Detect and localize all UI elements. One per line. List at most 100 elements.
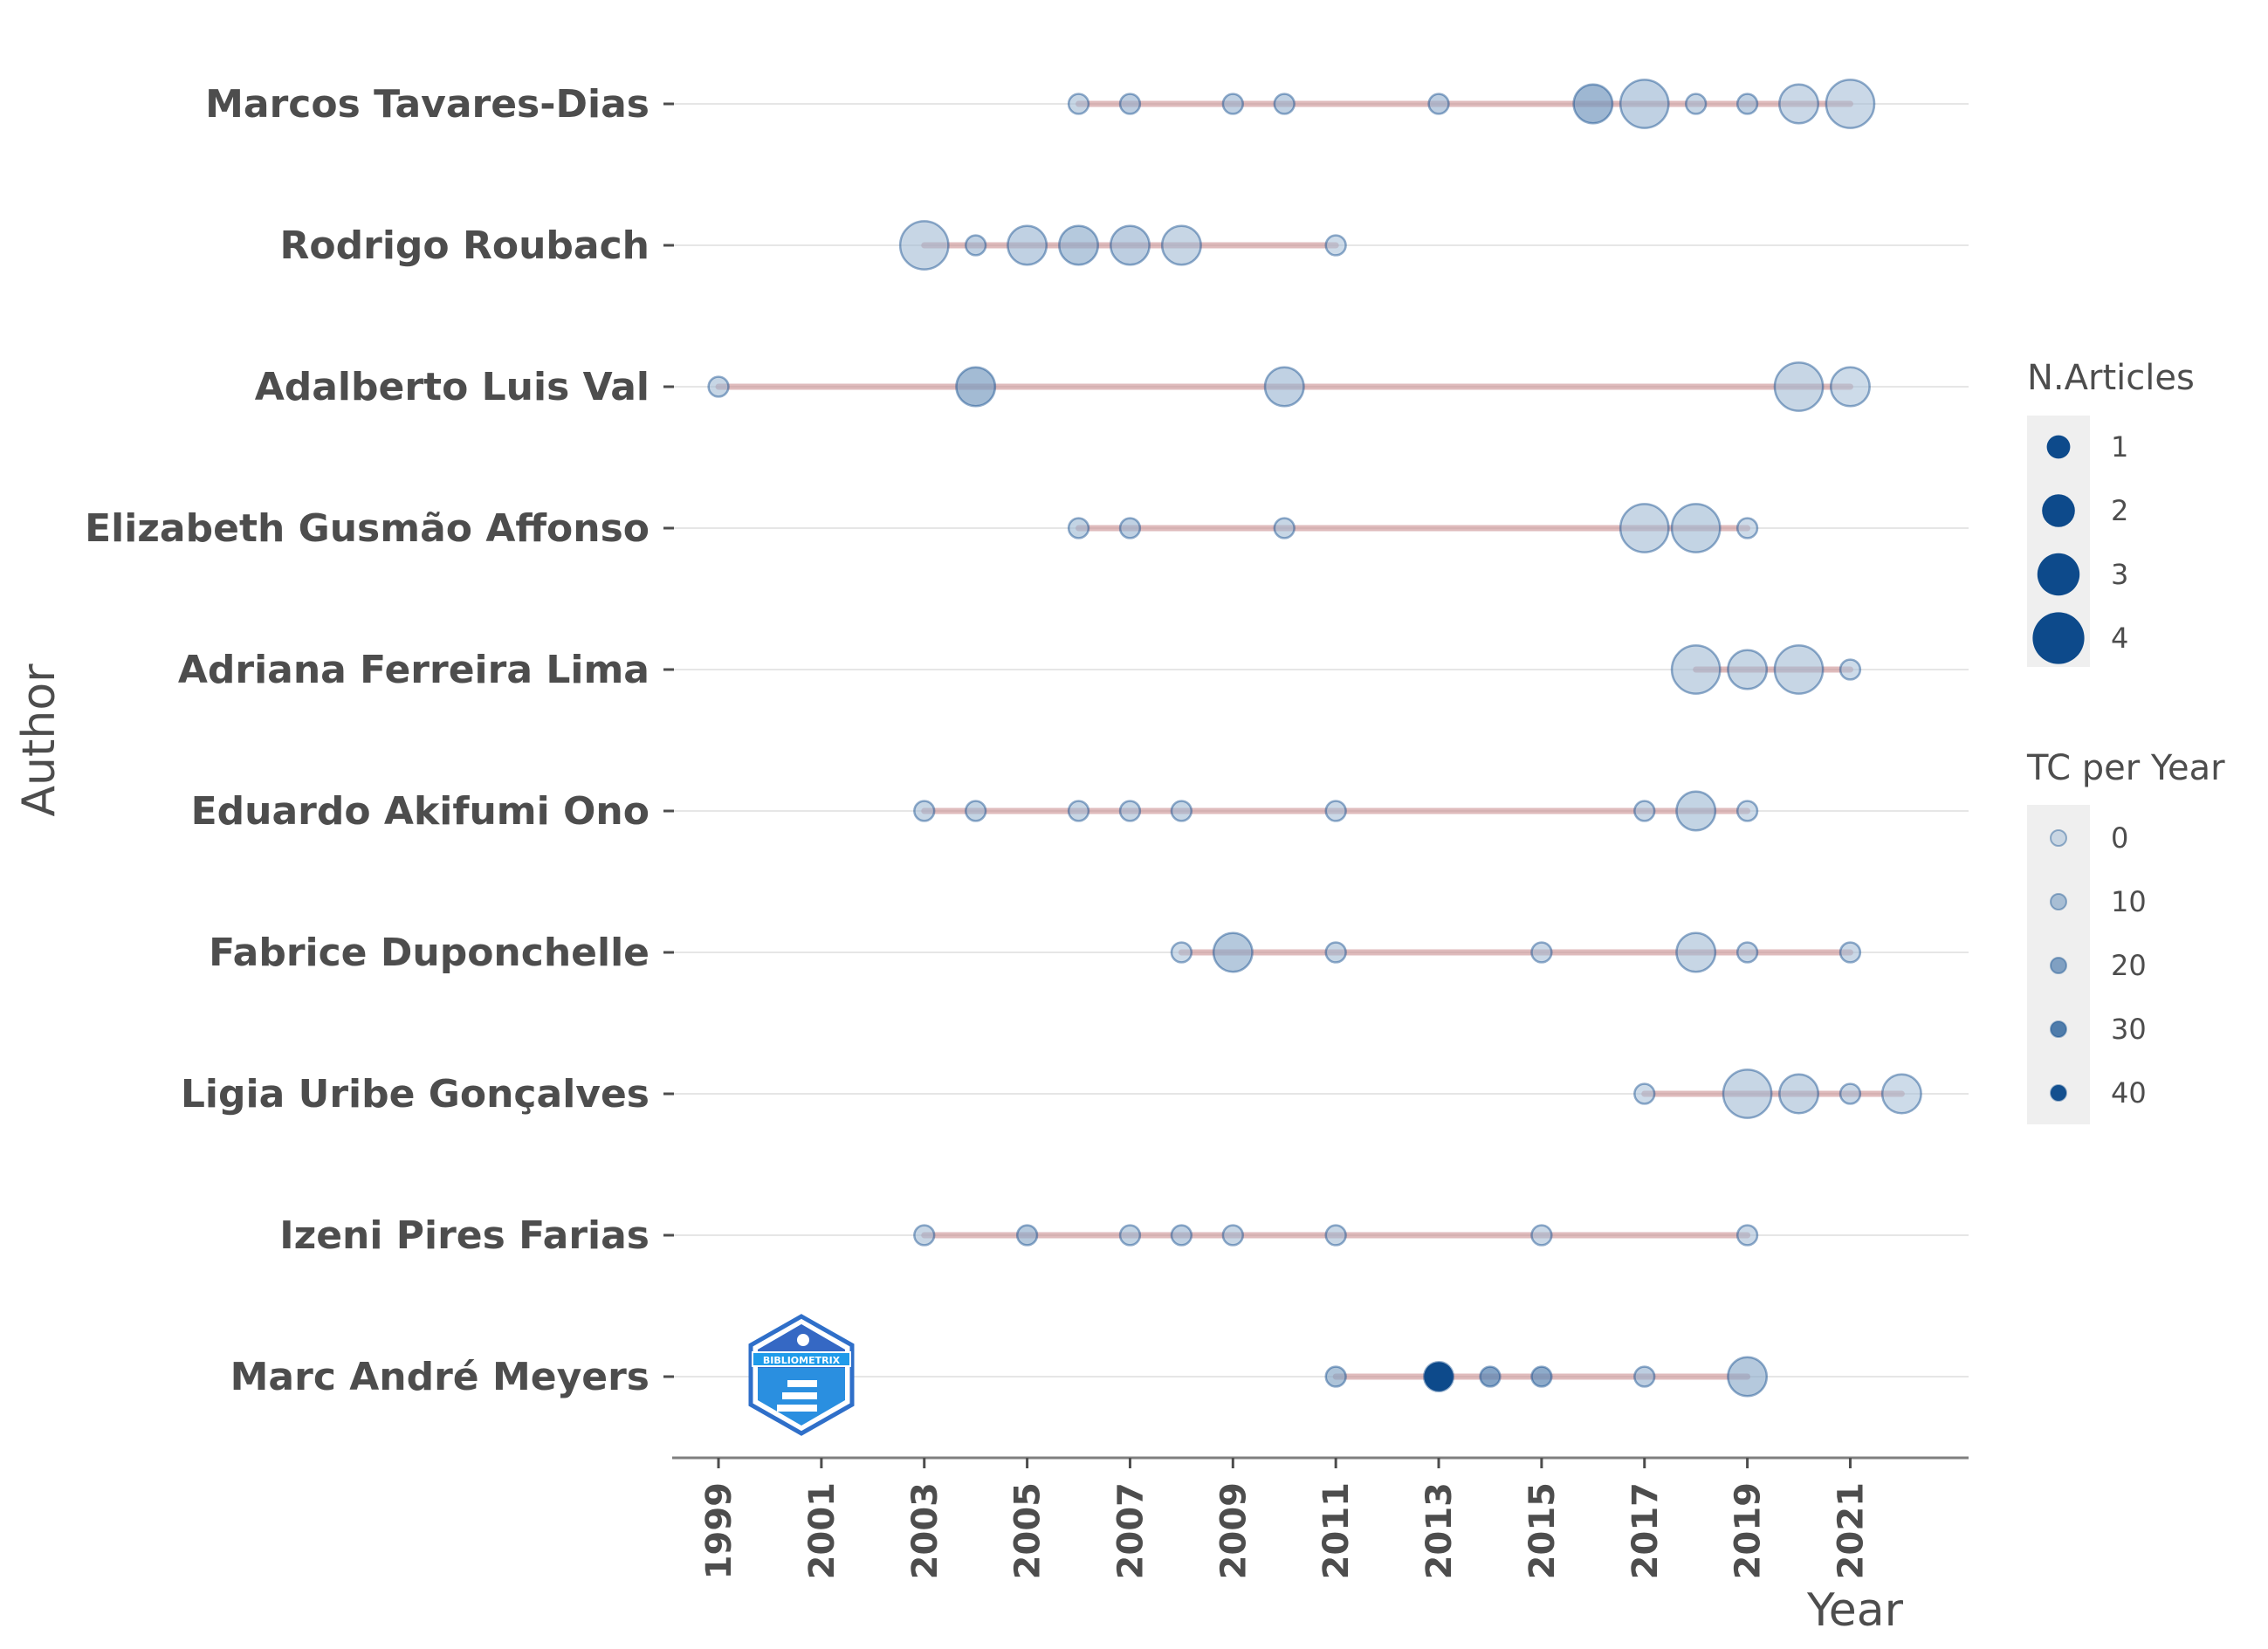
point-elizabeth-gusmao-affonso-2007 xyxy=(1118,517,1142,539)
point-rodrigo-roubach-2008 xyxy=(1160,224,1202,266)
point-eduardo-akifumi-ono-2003 xyxy=(913,800,936,822)
segment-layer xyxy=(715,100,1905,1380)
point-eduardo-akifumi-ono-2008 xyxy=(1170,800,1193,822)
point-marcos-tavares-dias-2013 xyxy=(1427,93,1450,115)
author-label-izeni-pires-farias: Izeni Pires Farias xyxy=(279,1213,649,1258)
point-fabrice-duponchelle-2015 xyxy=(1530,941,1553,964)
point-adalberto-luis-val-2021 xyxy=(1830,366,1871,408)
legend-tc-per-year-key-30 xyxy=(2050,1020,2067,1038)
point-ligia-uribe-goncalves-2019 xyxy=(1722,1068,1773,1119)
point-ligia-uribe-goncalves-2020 xyxy=(1778,1073,1819,1115)
point-adriana-ferreira-lima-2019 xyxy=(1727,649,1769,691)
legend-tc-per-year-key-0 xyxy=(2050,829,2067,847)
legend-tc-per-year-label-0: 0 xyxy=(2111,821,2128,855)
legend-n-articles: N.Articles 1 2 3 4 xyxy=(2027,358,2195,667)
point-eduardo-akifumi-ono-2011 xyxy=(1324,800,1347,822)
point-marcos-tavares-dias-2010 xyxy=(1273,93,1296,115)
logo-bar-2 xyxy=(782,1392,817,1399)
x-tick-label-2015: 2015 xyxy=(1522,1482,1563,1579)
point-ligia-uribe-goncalves-2022 xyxy=(1880,1073,1922,1115)
x-tick-label-2011: 2011 xyxy=(1316,1482,1357,1579)
point-adalberto-luis-val-2004 xyxy=(955,366,997,408)
point-eduardo-akifumi-ono-2006 xyxy=(1067,800,1090,822)
x-axis: 1999 2001 2003 2005 2007 2009 2011 2013 2015 2017… xyxy=(672,1456,1969,1579)
point-izeni-pires-farias-2011 xyxy=(1324,1224,1347,1247)
point-rodrigo-roubach-2005 xyxy=(1007,224,1048,266)
y-axis-title: Author xyxy=(13,663,65,817)
point-layer xyxy=(707,79,1922,1398)
point-fabrice-duponchelle-2018 xyxy=(1675,931,1717,973)
point-elizabeth-gusmao-affonso-2006 xyxy=(1067,517,1090,539)
legend-n-articles-key-2 xyxy=(2042,494,2075,527)
legend-n-articles-key-3 xyxy=(2037,553,2080,596)
author-label-adriana-ferreira-lima: Adriana Ferreira Lima xyxy=(178,648,649,692)
point-eduardo-akifumi-ono-2007 xyxy=(1118,800,1142,822)
point-marc-andre-meyers-2017 xyxy=(1633,1365,1656,1388)
legend-n-articles-label-3: 3 xyxy=(2111,558,2128,591)
point-marcos-tavares-dias-2006 xyxy=(1067,93,1090,115)
point-izeni-pires-farias-2008 xyxy=(1170,1224,1193,1247)
x-tick-label-2005: 2005 xyxy=(1008,1482,1048,1579)
x-tick-label-2001: 2001 xyxy=(802,1482,842,1579)
point-elizabeth-gusmao-affonso-2010 xyxy=(1273,517,1296,539)
legend-n-articles-key-1 xyxy=(2046,435,2071,459)
point-marcos-tavares-dias-2017 xyxy=(1619,79,1670,129)
legend-tc-per-year-label-40: 40 xyxy=(2111,1076,2147,1110)
legend-tc-per-year-label-30: 30 xyxy=(2111,1013,2147,1046)
grid-layer xyxy=(672,103,1969,1378)
point-rodrigo-roubach-2007 xyxy=(1110,224,1151,266)
point-adalberto-luis-val-2010 xyxy=(1263,366,1305,408)
point-rodrigo-roubach-2011 xyxy=(1324,234,1347,257)
author-label-eduardo-akifumi-ono: Eduardo Akifumi Ono xyxy=(191,789,649,834)
legend-n-articles-key-4 xyxy=(2032,612,2085,664)
point-izeni-pires-farias-2015 xyxy=(1530,1224,1553,1247)
point-marc-andre-meyers-2014 xyxy=(1479,1365,1502,1388)
point-eduardo-akifumi-ono-2018 xyxy=(1675,790,1717,832)
point-adalberto-luis-val-2020 xyxy=(1773,361,1825,412)
point-eduardo-akifumi-ono-2019 xyxy=(1735,800,1759,822)
point-adriana-ferreira-lima-2018 xyxy=(1670,644,1722,695)
author-label-ligia-uribe-goncalves: Ligia Uribe Gonçalves xyxy=(181,1072,649,1117)
point-adriana-ferreira-lima-2021 xyxy=(1838,658,1862,681)
legend-tc-per-year-key-10 xyxy=(2050,893,2067,910)
author-label-fabrice-duponchelle: Fabrice Duponchelle xyxy=(209,931,649,975)
x-tick-label-2017: 2017 xyxy=(1625,1482,1666,1579)
author-label-marcos-tavares-dias: Marcos Tavares-Dias xyxy=(205,82,649,127)
point-marcos-tavares-dias-2019 xyxy=(1735,93,1759,115)
point-izeni-pires-farias-2019 xyxy=(1735,1224,1759,1247)
legend-tc-per-year-title: TC per Year xyxy=(2026,748,2225,788)
logo-bar-3 xyxy=(777,1405,817,1412)
point-marcos-tavares-dias-2007 xyxy=(1118,93,1142,115)
x-tick-label-2019: 2019 xyxy=(1728,1482,1769,1579)
point-izeni-pires-farias-2005 xyxy=(1015,1224,1039,1247)
legend-n-articles-label-1: 1 xyxy=(2111,430,2128,464)
point-adalberto-luis-val-1999 xyxy=(707,375,730,398)
point-eduardo-akifumi-ono-2004 xyxy=(965,800,987,822)
x-tick-label-2009: 2009 xyxy=(1213,1482,1254,1579)
author-label-rodrigo-roubach: Rodrigo Roubach xyxy=(280,223,649,268)
legend-tc-per-year-key-40 xyxy=(2050,1084,2067,1102)
bibliometrix-logo: BIBLIOMETRIX xyxy=(748,1314,855,1436)
point-ligia-uribe-goncalves-2017 xyxy=(1633,1082,1656,1105)
point-fabrice-duponchelle-2019 xyxy=(1735,941,1759,964)
point-elizabeth-gusmao-affonso-2019 xyxy=(1735,517,1759,539)
point-marcos-tavares-dias-2020 xyxy=(1778,83,1819,125)
legend-tc-per-year-label-10: 10 xyxy=(2111,885,2147,918)
point-rodrigo-roubach-2003 xyxy=(898,220,950,271)
point-adriana-ferreira-lima-2020 xyxy=(1773,644,1825,695)
logo-bar-1 xyxy=(787,1380,817,1387)
point-fabrice-duponchelle-2008 xyxy=(1170,941,1193,964)
point-fabrice-duponchelle-2021 xyxy=(1838,941,1862,964)
point-marc-andre-meyers-2019 xyxy=(1727,1356,1769,1398)
point-rodrigo-roubach-2006 xyxy=(1058,224,1099,266)
x-tick-label-2021: 2021 xyxy=(1831,1482,1871,1579)
x-axis-title: Year xyxy=(1806,1584,1904,1637)
point-elizabeth-gusmao-affonso-2017 xyxy=(1619,503,1670,553)
point-marc-andre-meyers-2015 xyxy=(1530,1365,1553,1388)
y-axis: Marcos Tavares-Dias Rodrigo Roubach Adalbe… xyxy=(85,82,674,1399)
legend-tc-per-year: TC per Year 0 10 20 30 40 xyxy=(2026,748,2225,1124)
logo-dot xyxy=(797,1334,809,1346)
point-izeni-pires-farias-2003 xyxy=(913,1224,936,1247)
point-izeni-pires-farias-2007 xyxy=(1118,1224,1142,1247)
